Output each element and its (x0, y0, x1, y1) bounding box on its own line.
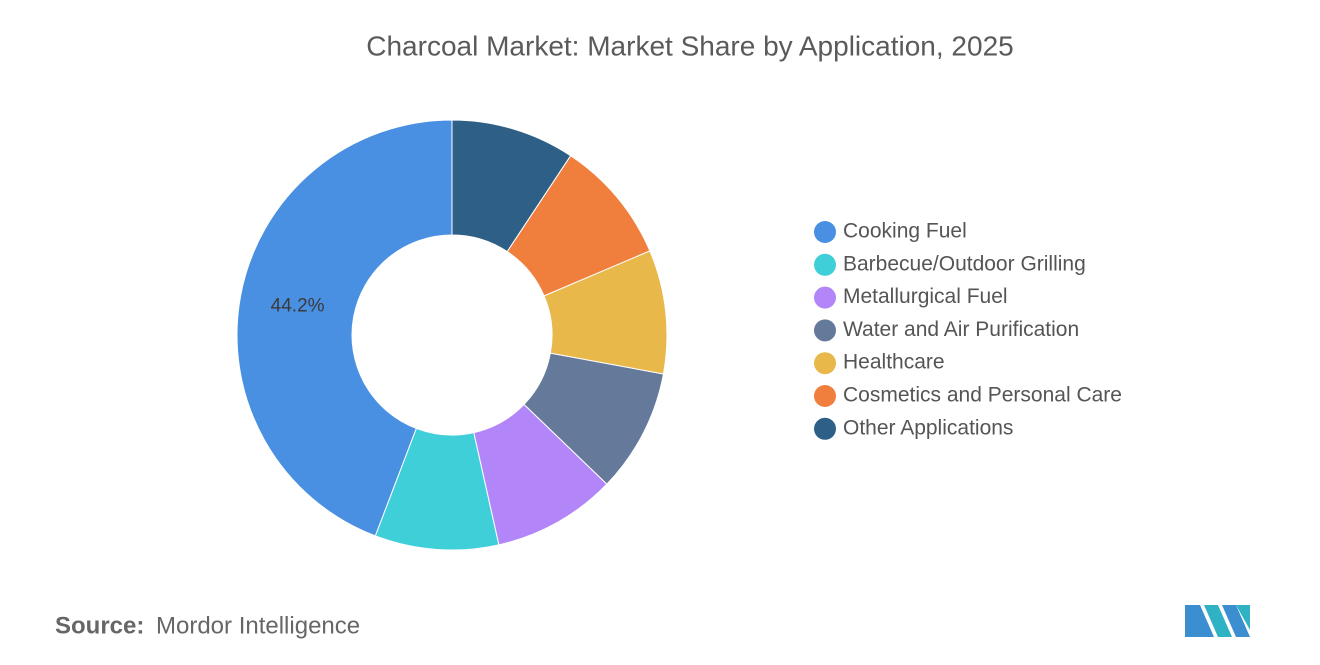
legend-swatch (814, 253, 836, 276)
legend-label: Water and Air Purification (843, 318, 1079, 341)
source-name: Mordor Intelligence (156, 612, 360, 639)
chart-title: Charcoal Market: Market Share by Applica… (366, 30, 1013, 61)
legend-label: Cooking Fuel (843, 220, 967, 243)
legend-label: Healthcare (843, 351, 945, 374)
donut-slice (451, 119, 572, 253)
legend-label: Other Applications (843, 416, 1013, 439)
legend-label: Barbecue/Outdoor Grilling (843, 252, 1086, 275)
legend-label: Cosmetics and Personal Care (843, 384, 1122, 407)
legend-swatch (814, 352, 836, 375)
legend-swatch (814, 417, 836, 440)
legend-swatch (814, 221, 836, 243)
legend-swatch (814, 385, 836, 407)
legend-swatch (814, 286, 836, 309)
value-label: 44.2% (271, 296, 325, 317)
donut-slice (236, 119, 453, 537)
logo (1185, 605, 1250, 637)
legend-label: Metallurgical Fuel (843, 285, 1008, 308)
legend-swatch (814, 319, 836, 342)
source-label: Source: (55, 612, 144, 639)
